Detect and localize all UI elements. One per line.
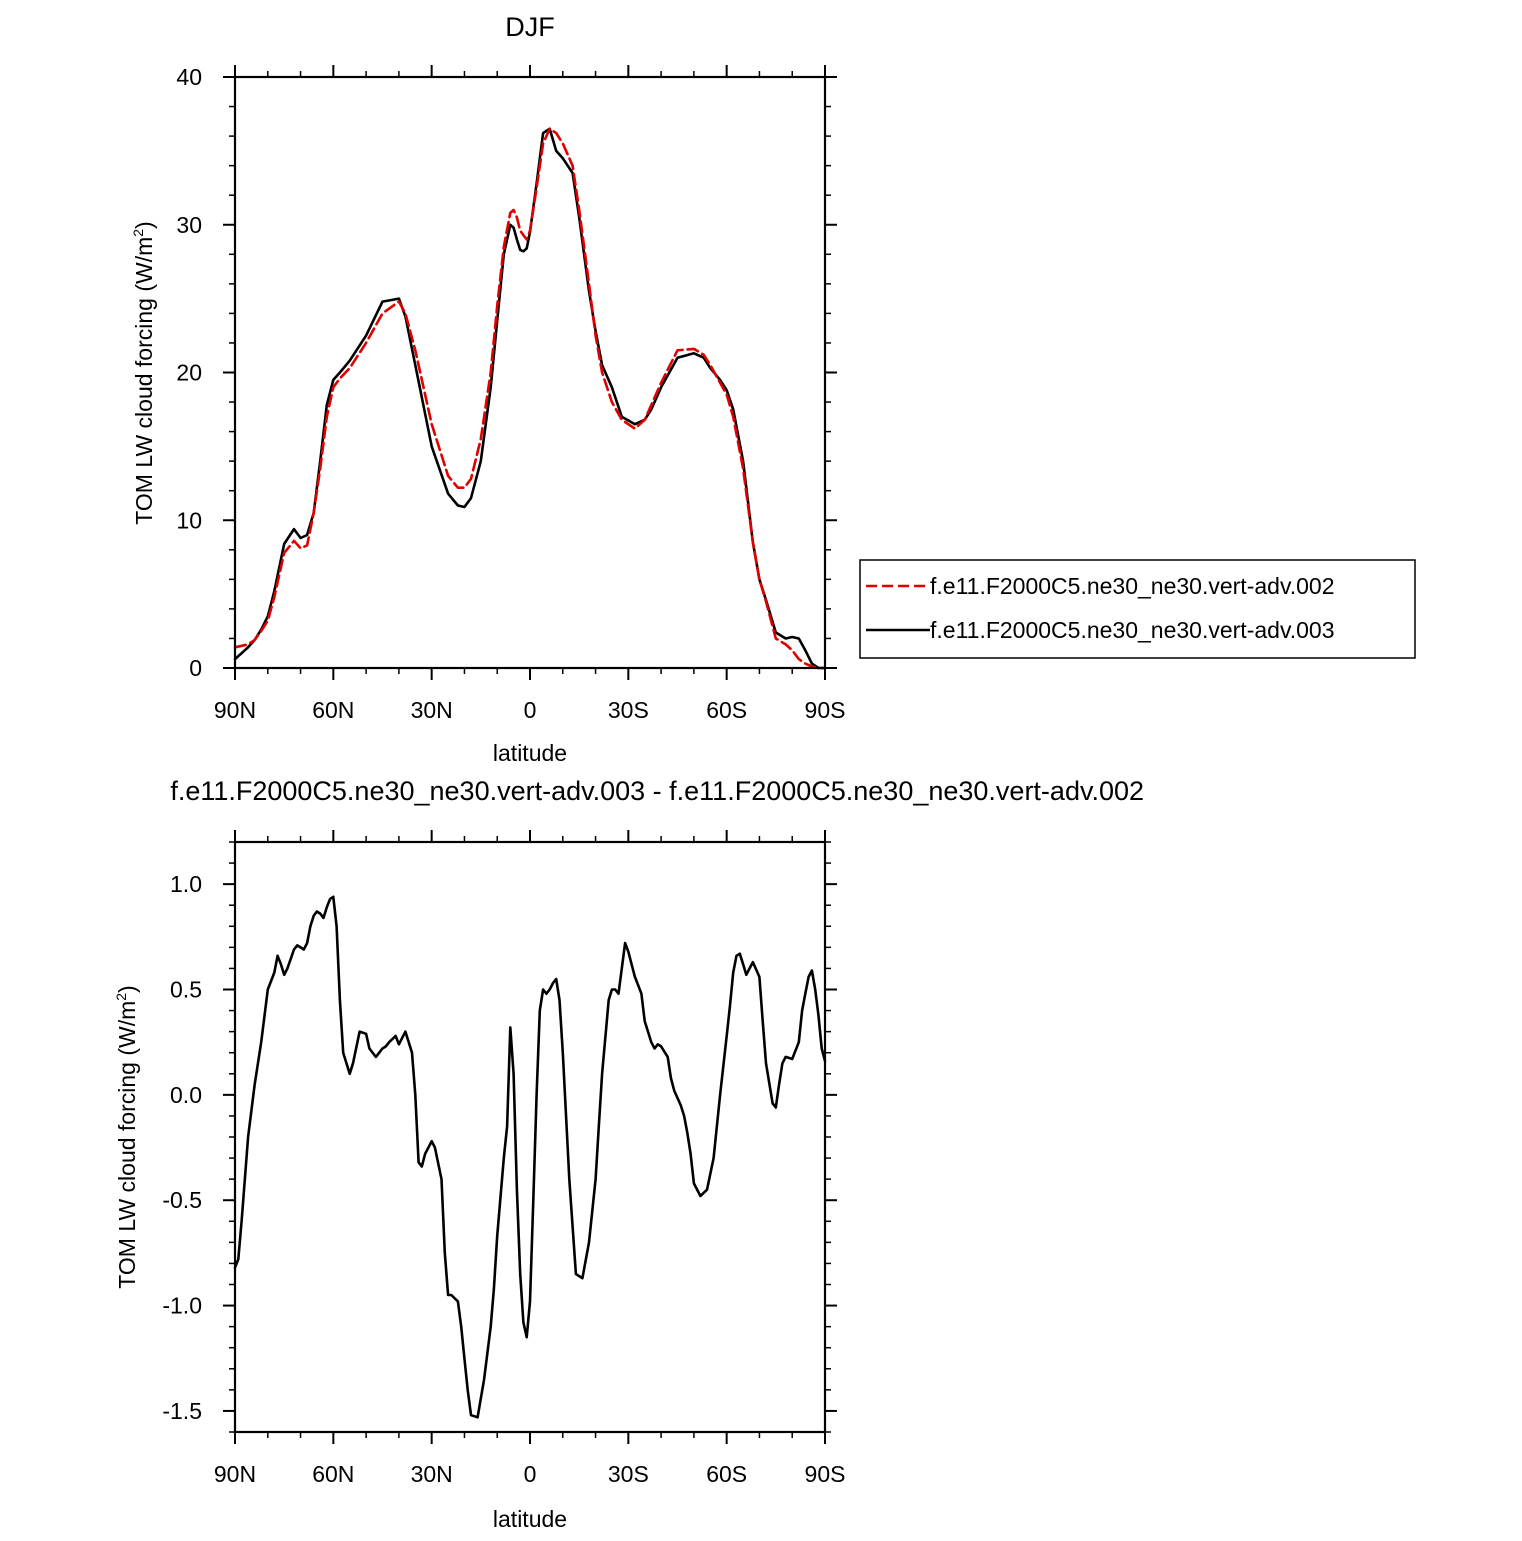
bottom-chart-x-tick-label: 0	[524, 1461, 537, 1487]
bottom-chart-y-tick-label: -0.5	[162, 1187, 202, 1213]
bottom-chart-plot-frame	[233, 840, 827, 1434]
top-chart-x-tick-label: 60N	[312, 697, 354, 723]
top-chart-plot-frame	[233, 75, 827, 670]
bottom-chart-x-axis-label: latitude	[493, 1506, 567, 1532]
bottom-chart-ticks: 90N 60N 30N 0 30S 60S 90S 1.0 0.5 0.0 -0.5 -1.0 -1.5	[162, 830, 845, 1487]
top-chart-y-tick-label: 30	[176, 212, 202, 238]
bottom-chart-x-tick-label: 90S	[805, 1461, 846, 1487]
bottom-chart-x-tick-label: 60N	[312, 1461, 354, 1487]
top-chart-title: DJF	[505, 12, 555, 42]
legend-box	[859, 559, 1416, 659]
top-chart-y-axis-label-close: )	[131, 221, 157, 229]
bottom-chart-y-tick-label: 0.5	[170, 977, 202, 1003]
legend-label-series-1: f.e11.F2000C5.ne30_ne30.vert-adv.002	[930, 573, 1335, 599]
top-chart-x-axis-label: latitude	[493, 740, 567, 766]
top-chart-x-tick-label: 90N	[214, 697, 256, 723]
top-chart-x-tick-label: 60S	[706, 697, 747, 723]
bottom-chart-x-tick-label: 90N	[214, 1461, 256, 1487]
top-chart-y-tick-label: 0	[189, 655, 202, 681]
bottom-chart-y-tick-label: 1.0	[170, 871, 202, 897]
top-chart-y-tick-label: 40	[176, 64, 202, 90]
top-chart-x-tick-label: 0	[524, 697, 537, 723]
top-chart-series-line-2	[233, 127, 827, 670]
bottom-chart-y-axis-label-superscript: 2	[113, 993, 129, 1001]
bottom-chart-y-axis-label-close: )	[114, 985, 140, 993]
top-chart-series-layer	[233, 127, 827, 670]
top-chart-x-tick-label: 30N	[411, 697, 453, 723]
bottom-chart-x-tick-label: 30S	[608, 1461, 649, 1487]
bottom-chart-y-tick-label: -1.5	[162, 1398, 202, 1424]
top-chart-legend: f.e11.F2000C5.ne30_ne30.vert-adv.002 f.e…	[859, 559, 1416, 659]
top-chart-y-axis-label-superscript: 2	[130, 229, 146, 237]
top-chart-y-tick-label: 10	[176, 507, 202, 533]
bottom-chart: f.e11.F2000C5.ne30_ne30.vert-adv.003 - f…	[113, 776, 1144, 1532]
top-chart-y-tick-label: 20	[176, 360, 202, 386]
bottom-chart-x-tick-label: 30N	[411, 1461, 453, 1487]
bottom-chart-series-layer	[233, 895, 827, 1419]
bottom-chart-y-axis-label: TOM LW cloud forcing (W/m2)	[113, 985, 140, 1288]
bottom-chart-y-tick-label: -1.0	[162, 1293, 202, 1319]
top-chart: DJF 90N 60N 30N 0 30S 60S 90S 0 10 20 30 40 latitud…	[130, 12, 1416, 766]
bottom-chart-y-axis-label-main: TOM LW cloud forcing (W/m	[114, 1001, 140, 1289]
top-chart-y-axis-label: TOM LW cloud forcing (W/m2)	[130, 221, 157, 524]
bottom-chart-y-tick-label: 0.0	[170, 1082, 202, 1108]
top-chart-x-tick-label: 90S	[805, 697, 846, 723]
top-chart-series-line-1	[233, 127, 827, 670]
legend-label-series-2: f.e11.F2000C5.ne30_ne30.vert-adv.003	[930, 617, 1335, 643]
top-chart-ticks: 90N 60N 30N 0 30S 60S 90S 0 10 20 30 40	[176, 64, 845, 723]
bottom-chart-title: f.e11.F2000C5.ne30_ne30.vert-adv.003 - f…	[170, 776, 1144, 806]
top-chart-x-tick-label: 30S	[608, 697, 649, 723]
bottom-chart-x-tick-label: 60S	[706, 1461, 747, 1487]
top-chart-y-axis-label-main: TOM LW cloud forcing (W/m	[131, 237, 157, 525]
bottom-chart-series-line-1	[233, 895, 827, 1419]
